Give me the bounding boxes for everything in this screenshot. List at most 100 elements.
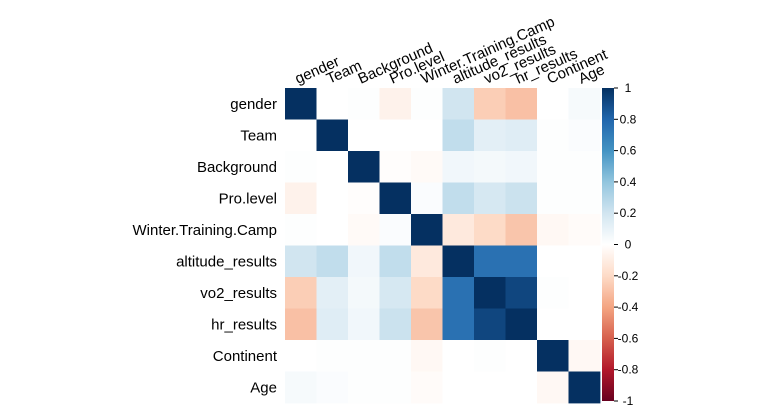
heatmap-cell	[379, 182, 412, 215]
heatmap-cell	[568, 340, 601, 372]
heatmap-cell	[474, 308, 506, 341]
heatmap-cell	[442, 245, 475, 278]
row-label: gender	[230, 96, 277, 113]
colorbar-tick-label: 0.6	[620, 144, 637, 158]
heatmap-cell	[348, 371, 380, 404]
heatmap-cell	[537, 308, 569, 341]
heatmap-cell	[537, 182, 569, 215]
heatmap-cell	[505, 214, 538, 246]
heatmap-cell	[411, 88, 443, 120]
heatmap-cell	[285, 88, 317, 120]
heatmap-cell	[537, 119, 569, 152]
column-labels: genderTeamBackgroundPro.levelWinter.Trai…	[292, 13, 610, 87]
row-label: Winter.Training.Camp	[133, 222, 278, 239]
heatmap-cell	[379, 119, 412, 152]
heatmap-cell	[411, 119, 443, 152]
heatmap-cell	[474, 245, 506, 278]
heatmap-cell	[537, 340, 569, 372]
heatmap-cell	[285, 371, 317, 404]
heatmap-cell	[285, 277, 317, 309]
heatmap-cell	[348, 308, 380, 341]
heatmap-cell	[379, 88, 412, 120]
heatmap-cell	[442, 340, 475, 372]
heatmap-cell	[474, 182, 506, 215]
heatmap-cell	[285, 151, 317, 183]
heatmap-cell	[285, 214, 317, 246]
heatmap-cell	[568, 88, 601, 120]
heatmap-cell	[316, 308, 349, 341]
row-label: vo2_results	[200, 285, 277, 302]
heatmap-cell	[505, 182, 538, 215]
heatmap-cell	[442, 182, 475, 215]
heatmap-cell	[537, 151, 569, 183]
colorbar-tick-label: 0.2	[620, 206, 637, 220]
heatmap-cell	[411, 277, 443, 309]
colorbar-gradient	[602, 88, 614, 401]
heatmap-cell	[348, 214, 380, 246]
heatmap-cells	[285, 88, 601, 404]
heatmap-cell	[411, 340, 443, 372]
heatmap-cell	[316, 151, 349, 183]
heatmap-cell	[442, 371, 475, 404]
heatmap-cell	[505, 245, 538, 278]
heatmap-cell	[348, 245, 380, 278]
colorbar-tick-label: 0	[625, 238, 632, 252]
heatmap-cell	[411, 371, 443, 404]
colorbar-legend: 1 0.8 0.6 0.4 0.2 0 -0.2 -0.4 -0.6 -0.8 -1	[602, 81, 639, 408]
heatmap-cell	[379, 151, 412, 183]
heatmap-cell	[568, 308, 601, 341]
colorbar-tick-label: -1	[623, 394, 634, 408]
heatmap-cell	[568, 214, 601, 246]
heatmap-cell	[474, 277, 506, 309]
heatmap-cell	[474, 119, 506, 152]
row-label: Continent	[213, 348, 278, 365]
heatmap-cell	[348, 88, 380, 120]
heatmap-cell	[474, 340, 506, 372]
heatmap-cell	[442, 88, 475, 120]
heatmap-cell	[568, 182, 601, 215]
row-label: Pro.level	[219, 190, 277, 207]
heatmap-cell	[379, 245, 412, 278]
heatmap-cell	[411, 308, 443, 341]
row-label: hr_results	[211, 316, 277, 333]
colorbar-tick-label: -0.6	[618, 331, 639, 345]
heatmap-cell	[537, 88, 569, 120]
heatmap-cell	[316, 245, 349, 278]
row-label: Age	[250, 379, 277, 396]
heatmap-cell	[379, 277, 412, 309]
heatmap-cell	[505, 151, 538, 183]
heatmap-cell	[568, 245, 601, 278]
heatmap-cell	[505, 119, 538, 152]
heatmap-cell	[474, 371, 506, 404]
heatmap-cell	[505, 277, 538, 309]
heatmap-cell	[411, 214, 443, 246]
row-label: Background	[197, 159, 277, 176]
heatmap-cell	[379, 214, 412, 246]
colorbar-tick-label: 0.8	[620, 112, 637, 126]
heatmap-cell	[379, 308, 412, 341]
colorbar-tick-label: -0.2	[618, 269, 639, 283]
heatmap-cell	[474, 214, 506, 246]
heatmap-cell	[505, 88, 538, 120]
heatmap-cell	[285, 308, 317, 341]
heatmap-cell	[348, 119, 380, 152]
heatmap-cell	[348, 277, 380, 309]
heatmap-cell	[474, 88, 506, 120]
heatmap-cell	[537, 371, 569, 404]
heatmap-cell	[537, 277, 569, 309]
heatmap-cell	[568, 151, 601, 183]
heatmap-cell	[442, 214, 475, 246]
heatmap-cell	[568, 277, 601, 309]
heatmap-cell	[568, 371, 601, 404]
heatmap-cell	[316, 88, 349, 120]
heatmap-cell	[505, 340, 538, 372]
heatmap-cell	[285, 245, 317, 278]
colorbar-tick-label: 0.4	[620, 175, 637, 189]
heatmap-cell	[442, 308, 475, 341]
heatmap-cell	[379, 340, 412, 372]
heatmap-cell	[505, 308, 538, 341]
heatmap-cell	[316, 119, 349, 152]
heatmap-cell	[537, 245, 569, 278]
heatmap-cell	[348, 340, 380, 372]
